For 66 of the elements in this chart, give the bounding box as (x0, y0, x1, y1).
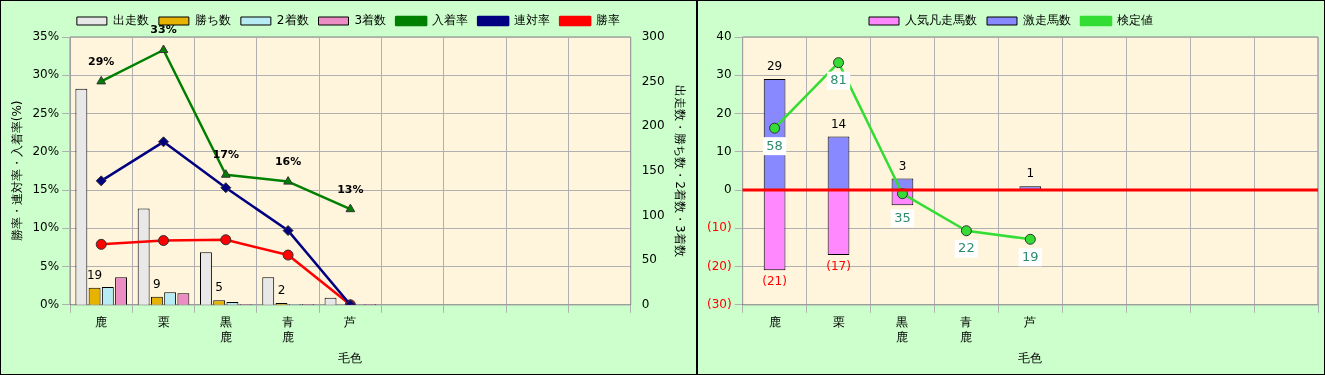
data-label: 14 (830, 116, 847, 131)
data-label: 22 (958, 240, 975, 256)
legend-label: 激走馬数 (1023, 13, 1071, 28)
legend-label: 連対率 (514, 13, 551, 28)
data-label: 13% (337, 182, 364, 196)
y-tick-label: 0% (40, 296, 60, 311)
data-label: (21) (762, 274, 787, 289)
y2-tick-label: 300 (641, 29, 665, 44)
data-label: 1 (1026, 166, 1035, 181)
y-tick-label: 0 (723, 182, 732, 197)
data-label: 29% (88, 54, 115, 68)
data-label: (17) (826, 259, 851, 274)
y-tick-label: 25% (32, 105, 60, 120)
y-tick-label: (20) (706, 258, 732, 273)
y-tick-label: (10) (706, 220, 732, 235)
y2-axis-title: 出走数・勝ち数・2着数・3着数 (672, 85, 687, 257)
x-tick-label: 青鹿 (282, 315, 295, 344)
y-tick-label: 35% (32, 29, 60, 44)
y-tick-label: 15% (32, 182, 60, 197)
data-label: 58 (766, 137, 783, 153)
legend-label: 検定値 (1117, 13, 1153, 28)
y2-tick-label: 150 (641, 163, 665, 178)
legend-label: 勝率 (596, 13, 621, 28)
x-tick-label: 芦 (344, 315, 357, 330)
x-tick-label: 鹿 (768, 315, 781, 330)
data-label: 2 (277, 283, 286, 298)
y-tick-label: 20% (32, 143, 60, 158)
y-tick-label: (30) (706, 296, 732, 311)
y-axis-title: 勝率・連対率・入着率(%) (10, 100, 25, 242)
y2-tick-label: 200 (641, 118, 665, 133)
x-tick-label: 芦 (1024, 315, 1037, 330)
y2-tick-label: 100 (641, 207, 665, 222)
legend-label: 入着率 (432, 13, 469, 28)
legend-label: 出走数 (112, 13, 149, 28)
data-label: 16% (274, 154, 302, 168)
data-label: 5 (215, 280, 223, 295)
y2-tick-label: 250 (641, 73, 665, 88)
data-label: 81 (830, 72, 847, 88)
x-axis-title: 毛色 (338, 350, 363, 365)
y-tick-label: 30 (716, 67, 732, 82)
x-tick-label: 栗 (157, 315, 170, 330)
x-tick-label: 黒鹿 (219, 315, 232, 344)
y2-tick-label: 0 (641, 296, 650, 311)
x-tick-label: 鹿 (95, 315, 108, 330)
x-tick-label: 青鹿 (960, 315, 973, 344)
legend-label: 3着数 (354, 13, 387, 28)
y-tick-label: 20 (716, 105, 732, 120)
y-tick-label: 30% (32, 67, 60, 82)
legend-label: 人気凡走馬数 (905, 13, 977, 28)
x-tick-label: 栗 (832, 315, 845, 330)
data-label: 3 (898, 158, 907, 173)
x-tick-label: 黒鹿 (896, 315, 909, 344)
y2-tick-label: 50 (641, 252, 657, 267)
data-label: 9 (153, 276, 161, 291)
y-tick-label: 5% (40, 258, 60, 273)
data-label: 19 (86, 267, 103, 282)
data-label: 35 (894, 209, 911, 225)
data-label: 33% (150, 23, 177, 37)
y-tick-label: 10% (32, 220, 60, 235)
y-tick-label: 10 (716, 143, 732, 158)
x-axis-title: 毛色 (1018, 350, 1043, 365)
data-label: 29 (766, 59, 783, 74)
y-tick-label: 40 (716, 29, 732, 44)
legend-label: 2着数 (276, 13, 309, 28)
data-label: 19 (1022, 248, 1039, 264)
legend-label: 勝ち数 (194, 13, 231, 28)
